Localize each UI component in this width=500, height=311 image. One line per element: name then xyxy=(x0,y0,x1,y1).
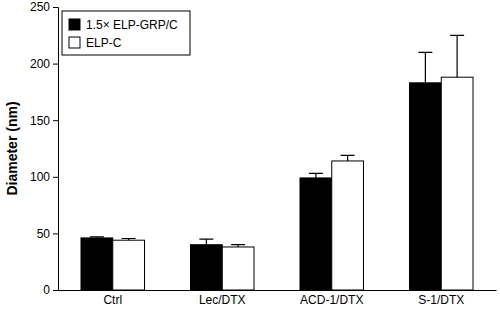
bar xyxy=(190,245,222,290)
error-bar xyxy=(418,52,432,83)
legend: 1.5× ELP-GRP/C ELP-C xyxy=(62,11,190,55)
legend-item: ELP-C xyxy=(69,36,122,50)
legend-frame xyxy=(62,11,190,55)
tick: 50 xyxy=(37,227,58,241)
tick-label: 250 xyxy=(30,0,50,14)
tick: S-1/DTX xyxy=(418,293,464,307)
legend-label: ELP-C xyxy=(86,36,122,50)
bar xyxy=(113,240,145,290)
tick-label: ACD-1/DTX xyxy=(300,293,363,307)
tick: ACD-1/DTX xyxy=(300,293,363,307)
bar xyxy=(300,178,332,290)
y-axis-title: Diameter (nm) xyxy=(4,101,20,195)
legend-swatch xyxy=(69,37,80,48)
x-axis: Ctrl Lec/DTX ACD-1/DTX S-1/DTX xyxy=(59,291,497,307)
error-bar xyxy=(450,35,464,77)
error-bar xyxy=(309,173,323,178)
marks xyxy=(81,35,473,290)
bar xyxy=(222,247,254,290)
tick: Ctrl xyxy=(103,293,122,307)
tick: Lec/DTX xyxy=(199,293,246,307)
tick-label: 0 xyxy=(43,283,50,297)
bar xyxy=(332,161,364,290)
bar xyxy=(81,238,113,290)
legend-item: 1.5× ELP-GRP/C xyxy=(69,18,178,32)
error-bar xyxy=(199,239,213,245)
tick-mark xyxy=(53,177,58,178)
tick-mark xyxy=(53,290,58,291)
tick-mark xyxy=(53,64,58,65)
y-axis: 0 50 100 150 200 250 xyxy=(30,0,59,297)
bar xyxy=(409,83,441,290)
plot: 0 50 100 150 200 250 Ctrl Lec/DTX ACD-1/DTX S-1/D… xyxy=(30,0,497,306)
tick-label: Lec/DTX xyxy=(199,293,246,307)
tick-label: 50 xyxy=(37,227,51,241)
tick: 100 xyxy=(30,170,58,184)
tick: 200 xyxy=(30,57,58,71)
axis-line xyxy=(59,290,497,291)
tick-label: 200 xyxy=(30,57,50,71)
tick-mark xyxy=(53,7,58,8)
tick: 0 xyxy=(43,283,58,297)
tick-mark xyxy=(53,120,58,121)
axis-line xyxy=(53,8,59,291)
legend-label: 1.5× ELP-GRP/C xyxy=(86,18,178,32)
tick-label: Ctrl xyxy=(103,293,122,307)
tick-mark xyxy=(53,233,58,234)
error-bar xyxy=(122,238,136,240)
series xyxy=(81,52,441,290)
error-bar xyxy=(231,245,245,247)
bar xyxy=(441,77,473,290)
tick: 250 xyxy=(30,0,58,14)
tick-label: S-1/DTX xyxy=(418,293,464,307)
tick: 150 xyxy=(30,114,58,128)
series xyxy=(113,35,473,290)
error-bar xyxy=(341,155,355,161)
error-bar xyxy=(90,237,104,238)
tick-label: 150 xyxy=(30,114,50,128)
tick-label: 100 xyxy=(30,170,50,184)
legend-swatch xyxy=(69,19,80,30)
